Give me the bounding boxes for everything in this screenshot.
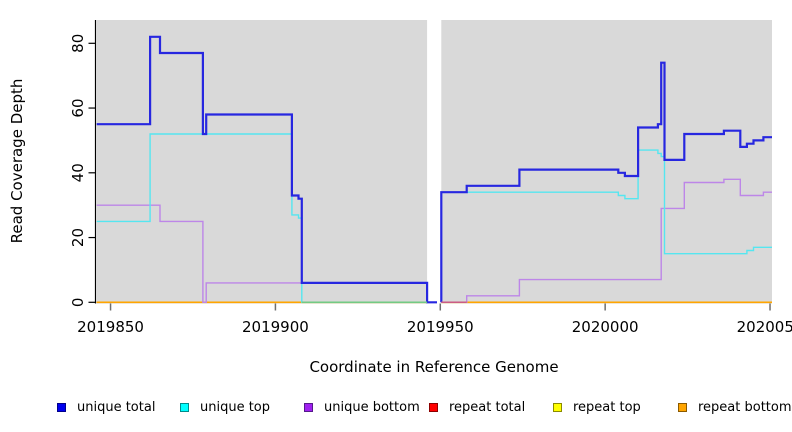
series-line-unique-total — [440, 61, 772, 303]
x-axis-label: Coordinate in Reference Genome — [309, 358, 559, 376]
legend-label: unique total — [77, 400, 156, 415]
repeat-total-swatch-icon — [429, 403, 438, 412]
x-tick-label: 2019950 — [407, 318, 474, 336]
legend-label: repeat total — [449, 400, 526, 415]
repeat-top-swatch-icon — [553, 403, 562, 412]
legend-item-repeat-total: repeat total — [429, 400, 526, 415]
unique-total-swatch-icon — [57, 403, 66, 412]
legend-item-repeat-bottom: repeat bottom — [678, 400, 792, 415]
x-tick-label: 2019850 — [77, 318, 144, 336]
y-axis-label: Read Coverage Depth — [8, 78, 26, 244]
y-tick-label: 40 — [69, 163, 87, 182]
y-tick-label: 0 — [69, 298, 87, 308]
y-tick-label: 20 — [69, 228, 87, 247]
legend-label: repeat top — [573, 400, 641, 415]
series-line-unique-total — [96, 35, 437, 304]
series-line-unique-bottom — [441, 178, 772, 303]
y-tick-label: 60 — [69, 99, 87, 118]
legend-label: unique top — [200, 400, 271, 415]
repeat-bottom-swatch-icon — [678, 403, 687, 412]
unique-top-swatch-icon — [180, 403, 189, 412]
unique-bottom-swatch-icon — [304, 403, 313, 412]
legend-label: unique bottom — [324, 400, 420, 415]
legend-item-unique-top: unique top — [180, 400, 271, 415]
x-tick-label: 2020000 — [572, 318, 639, 336]
legend-item-repeat-top: repeat top — [553, 400, 641, 415]
y-tick-label: 80 — [69, 34, 87, 53]
x-tick-label: 2019900 — [242, 318, 309, 336]
x-tick-label: 2020050 — [737, 318, 792, 336]
legend-item-unique-total: unique total — [57, 400, 156, 415]
no-data-gap-band — [427, 20, 442, 304]
legend-item-unique-bottom: unique bottom — [304, 400, 420, 415]
series-line-unique-top — [440, 149, 772, 303]
legend-label: repeat bottom — [698, 400, 792, 415]
